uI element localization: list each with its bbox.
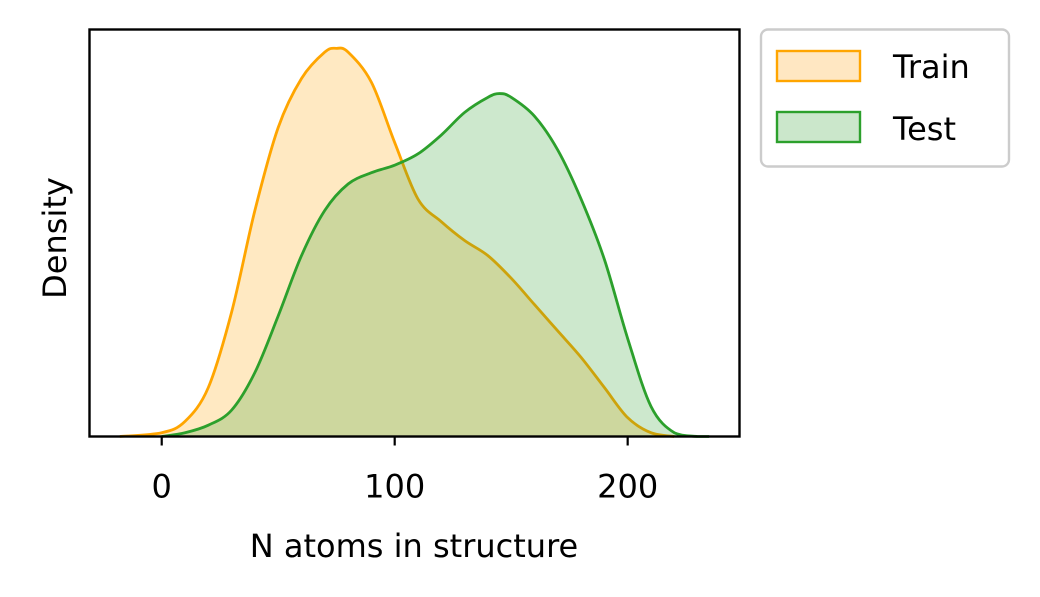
y-axis-label: Density [36,177,74,299]
legend-label-test: Test [892,110,956,148]
x-axis-ticks: 0 100 200 [152,436,658,506]
legend-swatch-test [775,110,862,144]
plot-area [119,46,710,438]
x-axis-label: N atoms in structure [250,527,578,565]
legend-label-train: Train [892,48,970,86]
density-line-test [161,92,710,438]
x-tick-label: 200 [597,468,658,506]
plot-frame [88,28,741,438]
legend-swatch-train [775,49,862,83]
x-tick-label: 0 [152,468,172,506]
density-line-train [119,46,675,438]
density-area-train [119,48,675,437]
legend: Train Test [759,28,1011,168]
x-tick-label: 100 [364,468,425,506]
